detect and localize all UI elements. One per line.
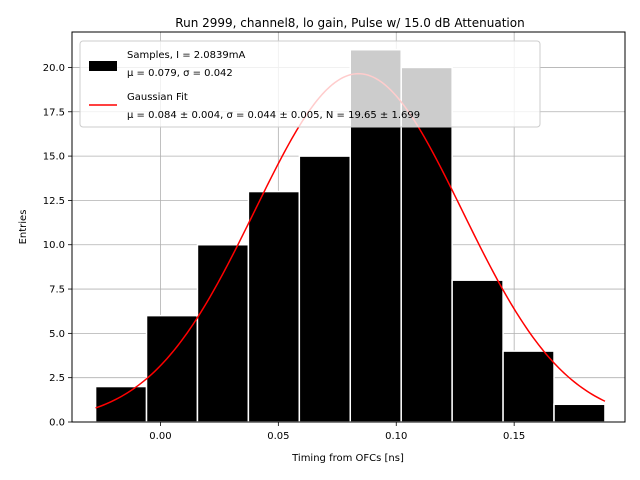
histogram-bar xyxy=(553,403,606,423)
plot-frame xyxy=(71,31,626,423)
histogram-bar xyxy=(145,314,199,423)
legend: Samples, I = 2.0839mA μ = 0.079, σ = 0.0… xyxy=(79,40,541,128)
x-tick-label: 0.05 xyxy=(267,431,289,442)
y-tick-label: 17.5 xyxy=(43,107,65,118)
histogram-bar xyxy=(502,350,555,423)
y-tick-label: 2.5 xyxy=(49,373,65,384)
y-tick-label: 10.0 xyxy=(43,240,65,251)
y-tick-label: 20.0 xyxy=(43,63,65,74)
y-tick-label: 15.0 xyxy=(43,152,65,163)
y-tick-label: 12.5 xyxy=(43,196,65,207)
histogram-bar xyxy=(451,279,504,423)
histogram-bar xyxy=(196,243,250,423)
legend-box xyxy=(79,40,541,128)
x-tick-label: 0.10 xyxy=(385,431,407,442)
histogram-bar xyxy=(298,155,352,423)
legend-samples-stats: μ = 0.079, σ = 0.042 xyxy=(127,68,233,79)
histogram-bar xyxy=(247,190,301,423)
y-tick-label: 7.5 xyxy=(49,285,65,296)
x-axis-label: Timing from OFCs [ns] xyxy=(291,453,404,464)
y-axis-label: Entries xyxy=(18,210,29,245)
y-tick-label: 0.0 xyxy=(49,418,65,429)
chart-title: Run 2999, channel8, lo gain, Pulse w/ 15… xyxy=(175,16,524,30)
legend-samples-label: Samples, I = 2.0839mA xyxy=(127,50,245,61)
histogram-bar xyxy=(94,385,148,423)
x-tick-label: 0.15 xyxy=(503,431,525,442)
y-tick-label: 5.0 xyxy=(49,329,65,340)
legend-fit-stats: μ = 0.084 ± 0.004, σ = 0.044 ± 0.005, N … xyxy=(127,110,420,121)
x-tick-label: 0.00 xyxy=(149,431,171,442)
legend-samples-swatch xyxy=(89,61,117,71)
x-axis-ticks: 0.00 0.05 0.10 0.15 xyxy=(149,422,525,442)
y-axis-ticks: 0.0 2.5 5.0 7.5 10.0 12.5 15.0 17.5 20.0 xyxy=(43,63,72,429)
legend-fit-label: Gaussian Fit xyxy=(127,92,188,103)
